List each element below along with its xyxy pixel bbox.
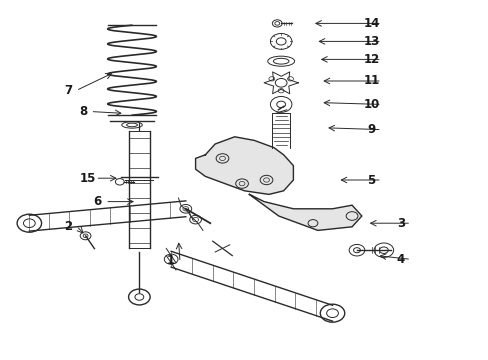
Polygon shape: [249, 194, 361, 230]
Text: 4: 4: [396, 253, 404, 266]
Text: 8: 8: [79, 105, 87, 118]
Text: 9: 9: [367, 123, 375, 136]
Text: 11: 11: [363, 75, 379, 87]
Text: 14: 14: [363, 17, 379, 30]
Text: 10: 10: [363, 98, 379, 111]
Text: 3: 3: [396, 217, 404, 230]
Text: 15: 15: [80, 172, 96, 185]
Text: 13: 13: [363, 35, 379, 48]
Text: 12: 12: [363, 53, 379, 66]
Text: 2: 2: [64, 220, 72, 233]
Text: 6: 6: [94, 195, 102, 208]
Polygon shape: [195, 137, 293, 194]
Text: 7: 7: [64, 84, 72, 96]
Text: 1: 1: [167, 255, 175, 267]
Text: 5: 5: [367, 174, 375, 186]
